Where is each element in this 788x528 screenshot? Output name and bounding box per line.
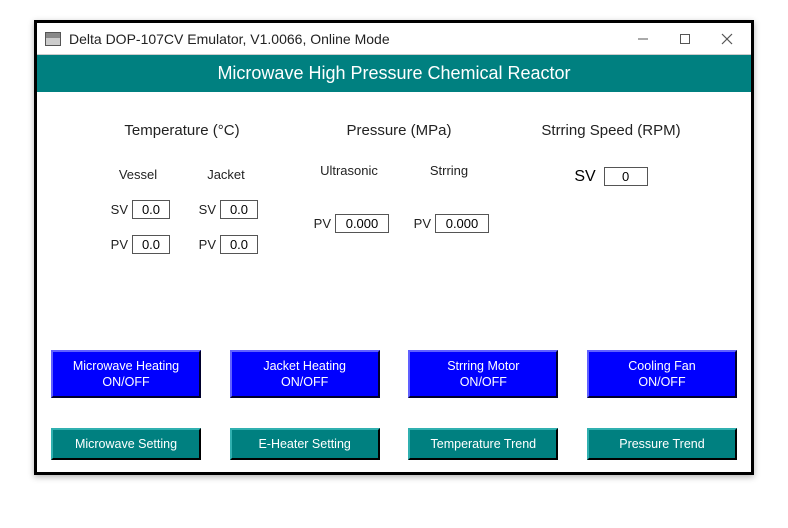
maximize-button[interactable] bbox=[673, 27, 697, 51]
eheater-setting-button[interactable]: E-Heater Setting bbox=[230, 428, 380, 460]
ultrasonic-pv-value[interactable]: 0.000 bbox=[335, 214, 389, 233]
microwave-setting-button[interactable]: Microwave Setting bbox=[51, 428, 201, 460]
window-controls bbox=[631, 27, 743, 51]
jacket-pv-value[interactable]: 0.0 bbox=[220, 235, 258, 254]
vessel-sv-value[interactable]: 0.0 bbox=[132, 200, 170, 219]
cooling-fan-button[interactable]: Cooling FanON/OFF bbox=[587, 350, 737, 399]
banner-title: Microwave High Pressure Chemical Reactor bbox=[37, 55, 751, 92]
control-buttons-row2: Microwave Setting E-Heater Setting Tempe… bbox=[51, 428, 737, 460]
content-area: Temperature (°C) Vessel SV 0.0 PV 0.0 bbox=[37, 92, 751, 472]
temperature-trend-button[interactable]: Temperature Trend bbox=[408, 428, 558, 460]
stirring-speed-section: Strring Speed (RPM) SV 0 bbox=[511, 122, 711, 270]
jacket-label: Jacket bbox=[207, 167, 245, 182]
stirring-pressure-label: Strring bbox=[430, 163, 468, 178]
pv-label: PV bbox=[106, 237, 128, 252]
sv-label: SV bbox=[194, 202, 216, 217]
ultrasonic-label: Ultrasonic bbox=[320, 163, 378, 178]
jacket-column: Jacket SV 0.0 PV 0.0 bbox=[194, 167, 258, 270]
jacket-sv-value[interactable]: 0.0 bbox=[220, 200, 258, 219]
temperature-title: Temperature (°C) bbox=[77, 122, 287, 139]
pv-label: PV bbox=[409, 216, 431, 231]
vessel-column: Vessel SV 0.0 PV 0.0 bbox=[106, 167, 170, 270]
temperature-section: Temperature (°C) Vessel SV 0.0 PV 0.0 bbox=[77, 122, 287, 270]
microwave-heating-button[interactable]: Microwave HeatingON/OFF bbox=[51, 350, 201, 399]
sv-label: SV bbox=[106, 202, 128, 217]
app-icon bbox=[45, 32, 61, 46]
stirring-pv-value[interactable]: 0.000 bbox=[435, 214, 489, 233]
pressure-title: Pressure (MPa) bbox=[294, 122, 504, 139]
app-window: Delta DOP-107CV Emulator, V1.0066, Onlin… bbox=[34, 20, 754, 475]
pv-label: PV bbox=[309, 216, 331, 231]
stirring-speed-title: Strring Speed (RPM) bbox=[511, 122, 711, 139]
stirring-motor-button[interactable]: Strring MotorON/OFF bbox=[408, 350, 558, 399]
close-button[interactable] bbox=[715, 27, 739, 51]
vessel-label: Vessel bbox=[119, 167, 157, 182]
stirring-sv-label: SV bbox=[574, 168, 595, 186]
minimize-button[interactable] bbox=[631, 27, 655, 51]
pv-label: PV bbox=[194, 237, 216, 252]
pressure-section: Pressure (MPa) Ultrasonic PV 0.000 Strri… bbox=[294, 122, 504, 270]
control-buttons-row1: Microwave HeatingON/OFF Jacket HeatingON… bbox=[51, 350, 737, 399]
titlebar: Delta DOP-107CV Emulator, V1.0066, Onlin… bbox=[37, 23, 751, 55]
ultrasonic-column: Ultrasonic PV 0.000 bbox=[309, 163, 389, 249]
jacket-heating-button[interactable]: Jacket HeatingON/OFF bbox=[230, 350, 380, 399]
window-title: Delta DOP-107CV Emulator, V1.0066, Onlin… bbox=[69, 31, 631, 47]
pressure-trend-button[interactable]: Pressure Trend bbox=[587, 428, 737, 460]
vessel-pv-value[interactable]: 0.0 bbox=[132, 235, 170, 254]
stirring-pressure-column: Strring PV 0.000 bbox=[409, 163, 489, 249]
sections: Temperature (°C) Vessel SV 0.0 PV 0.0 bbox=[57, 122, 731, 270]
stirring-sv-value[interactable]: 0 bbox=[604, 167, 648, 186]
